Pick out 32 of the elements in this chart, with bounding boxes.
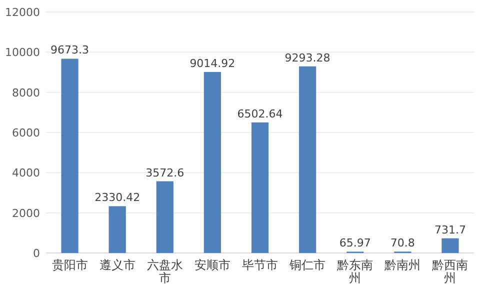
y-tick-label: 2000 (12, 206, 40, 220)
x-tick-label: 安顺市 (194, 258, 230, 272)
bar (251, 122, 269, 253)
y-tick-label: 0 (33, 247, 40, 260)
y-tick-label: 8000 (12, 86, 40, 100)
data-label: 9673.3 (50, 44, 90, 57)
data-label: 9293.28 (284, 51, 330, 64)
x-tick-label: 铜仁市 (288, 258, 326, 272)
bar (108, 206, 126, 253)
bar (298, 66, 316, 253)
data-label: 70.8 (390, 236, 415, 250)
data-label: 65.97 (339, 236, 371, 250)
bar (204, 72, 222, 253)
bar (442, 238, 459, 253)
x-tick-label: 黔东南州 (336, 258, 374, 285)
data-label: 6502.64 (237, 107, 283, 120)
data-label: 9014.92 (190, 56, 236, 70)
x-tick-label: 遵义市 (99, 258, 136, 272)
y-tick-label: 6000 (12, 126, 40, 140)
x-tick-label: 毕节市 (242, 258, 278, 272)
y-tick-label: 12000 (5, 6, 40, 19)
x-tick-label: 六盘水市 (146, 258, 183, 285)
y-tick-label: 10000 (5, 46, 40, 60)
data-label: 3572.6 (146, 166, 184, 180)
bar (61, 58, 78, 253)
y-tick-label: 4000 (12, 166, 40, 180)
x-tick-label: 贵阳市 (52, 258, 88, 272)
x-tick-label: 黔西南州 (431, 258, 468, 285)
x-tick-label: 黔南州 (384, 258, 421, 272)
data-label: 2330.42 (94, 191, 140, 204)
data-label: 731.7 (434, 223, 466, 236)
bar (156, 181, 174, 253)
